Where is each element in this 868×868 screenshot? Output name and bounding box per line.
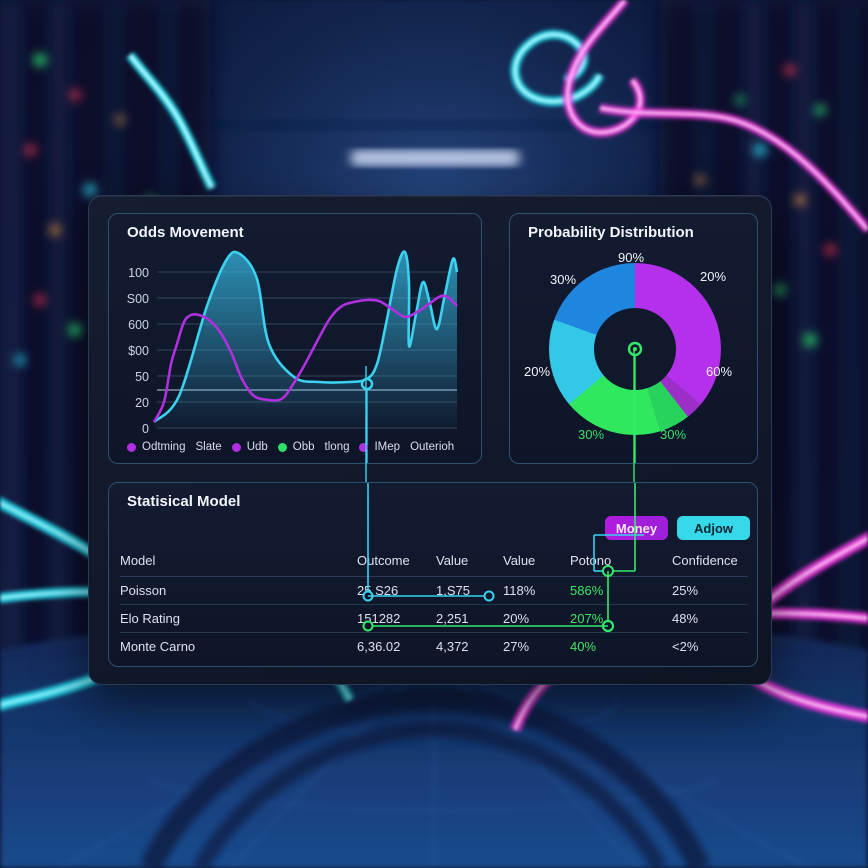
svg-text:50: 50	[135, 370, 149, 384]
svg-text:20: 20	[135, 396, 149, 410]
svg-text:600: 600	[128, 318, 149, 332]
svg-text:0: 0	[142, 422, 149, 436]
svg-text:100: 100	[128, 266, 149, 280]
svg-text:$00: $00	[128, 344, 149, 358]
svg-text:S00: S00	[127, 292, 149, 306]
